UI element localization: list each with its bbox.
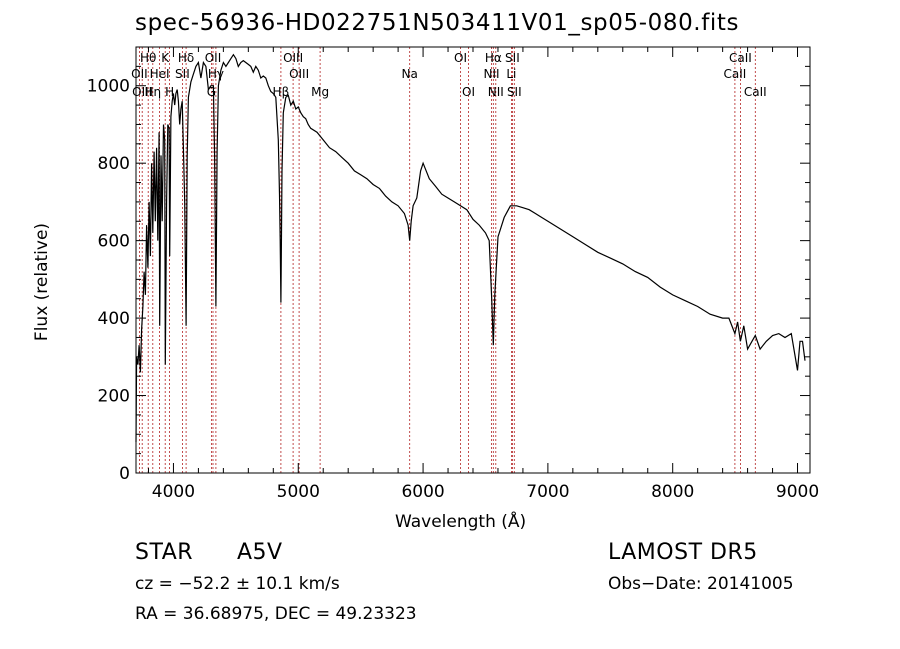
x-tick-label: 7000: [526, 482, 569, 502]
y-axis-ticks: 0 200 400 600 800 1000: [87, 46, 810, 484]
line-label: OI: [454, 51, 467, 65]
y-tick-label: 600: [98, 232, 130, 252]
x-tick-label: 8000: [651, 482, 694, 502]
chart-title: spec-56936-HD022751N503411V01_sp05-080.f…: [135, 10, 740, 36]
y-axis-label: Flux (relative): [32, 222, 52, 342]
coordinates: RA = 36.68975, DEC = 49.23323: [135, 604, 417, 624]
line-label: Mg: [311, 85, 329, 99]
y-tick-label: 1000: [87, 77, 130, 97]
y-tick-label: 200: [98, 387, 130, 407]
line-label: CaII: [723, 67, 746, 81]
object-class: STAR: [135, 540, 194, 565]
line-label: G: [207, 85, 216, 99]
line-label: SII: [175, 67, 190, 81]
x-tick-label: 4000: [152, 482, 195, 502]
line-label: Li: [506, 67, 516, 81]
redshift-value: cz = −52.2 ± 10.1 km/s: [135, 574, 340, 594]
x-tick-label: 6000: [401, 482, 444, 502]
plot-frame: [135, 46, 811, 474]
survey-name: LAMOST DR5: [608, 540, 758, 565]
x-axis-label: Wavelength (Å): [395, 512, 527, 532]
line-label: CaII: [729, 51, 752, 65]
x-tick-label: 5000: [277, 482, 320, 502]
x-tick-label: 9000: [776, 482, 819, 502]
object-subclass: A5V: [237, 540, 283, 565]
line-label: Hθ: [140, 51, 156, 65]
line-label: Hδ: [178, 51, 194, 65]
line-label: SII: [505, 51, 520, 65]
observation-date: Obs−Date: 20141005: [608, 574, 794, 594]
line-label: OIII: [289, 67, 309, 81]
line-label: K: [161, 51, 170, 65]
line-label: CaII: [744, 85, 767, 99]
y-tick-label: 0: [119, 464, 130, 484]
spectrum-line: [135, 53, 806, 443]
line-label: Hβ: [273, 85, 290, 99]
line-label: HeI: [150, 67, 170, 81]
y-tick-label: 400: [98, 309, 130, 329]
line-label: OII: [205, 51, 222, 65]
line-label: OIII: [132, 85, 152, 99]
line-label: OI: [462, 85, 475, 99]
line-label: NII: [483, 67, 499, 81]
line-label: OII: [131, 67, 148, 81]
x-axis-ticks: 4000 5000 6000 7000 8000 9000: [147, 47, 819, 502]
line-label: Hα: [485, 51, 502, 65]
line-label: H: [165, 85, 174, 99]
line-label: SII: [507, 85, 522, 99]
y-tick-label: 800: [98, 154, 130, 174]
line-label: Na: [402, 67, 418, 81]
line-label: NII: [488, 85, 504, 99]
line-label: Hη: [144, 85, 161, 99]
line-label: OIII: [283, 51, 303, 65]
line-marker-group: [138, 47, 756, 473]
